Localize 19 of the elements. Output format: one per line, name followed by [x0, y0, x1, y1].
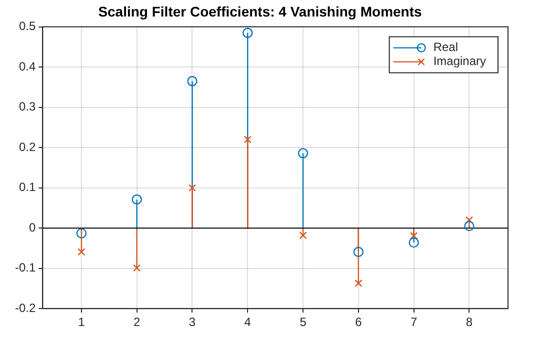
x-tick-label: 8: [466, 315, 473, 330]
y-tick-label: 0.1: [18, 180, 36, 194]
legend-label: Imaginary: [433, 54, 486, 68]
y-tick-label: 0.4: [18, 59, 36, 74]
x-tick-label: 3: [188, 315, 196, 330]
x-tick-label: 2: [134, 315, 141, 330]
y-tick-label: -0.2: [14, 300, 36, 315]
x-tick-label: 7: [410, 315, 418, 330]
y-tick-label: 0.2: [18, 140, 36, 154]
chart-title: Scaling Filter Coefficients: 4 Vanishing Moments: [98, 3, 422, 20]
legend-label: Real: [433, 40, 458, 54]
y-tick-label: 0.5: [18, 19, 36, 34]
y-tick-label: 0.3: [18, 100, 36, 114]
y-tick-label: 0: [28, 220, 36, 234]
x-tick-label: 1: [78, 315, 86, 330]
y-tick-label: -0.1: [14, 260, 36, 275]
x-tick-label: 5: [300, 315, 307, 330]
x-tick-label: 4: [244, 315, 252, 330]
x-tick-label: 6: [355, 315, 362, 330]
